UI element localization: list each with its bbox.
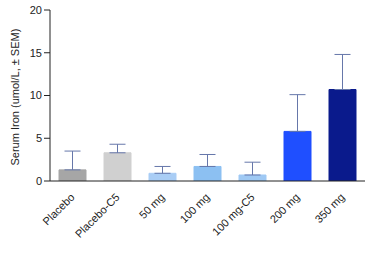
svg-text:5: 5 [36,132,42,144]
svg-text:350 mg: 350 mg [312,191,346,225]
svg-text:0: 0 [36,175,42,187]
svg-text:200 mg: 200 mg [267,191,301,225]
svg-text:100 mg: 100 mg [177,191,211,225]
svg-text:Placebo-C5: Placebo-C5 [73,191,122,240]
svg-text:Placebo: Placebo [40,191,77,228]
svg-text:10: 10 [30,89,42,101]
svg-text:50 mg: 50 mg [137,191,167,221]
svg-text:20: 20 [30,4,42,16]
svg-text:Serum Iron (umol/L, ± SEM): Serum Iron (umol/L, ± SEM) [9,29,21,166]
svg-text:15: 15 [30,47,42,59]
svg-text:100 mg-C5: 100 mg-C5 [210,191,257,238]
